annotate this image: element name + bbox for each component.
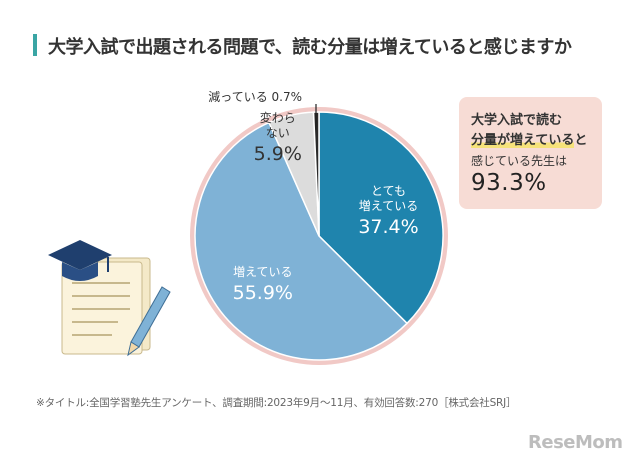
callout-value: 93.3% xyxy=(471,170,547,196)
resemom-logo: ReseMom xyxy=(528,432,623,453)
slice-4-label: 減っている 0.7% xyxy=(208,89,302,104)
pie-slice-2 xyxy=(194,121,409,361)
callout-line-3: 感じている先生は xyxy=(471,154,568,168)
slice-3-value: 5.9% xyxy=(254,143,302,165)
callout-line-2: 分量が増えていると xyxy=(471,129,587,148)
slice-2-label-line-1: 増えている xyxy=(233,265,292,279)
slice-1-value: 37.4% xyxy=(358,216,418,238)
slice-2-value: 55.9% xyxy=(233,282,293,304)
title-accent-bar xyxy=(33,34,37,56)
summary-callout: 大学入試で読む 分量が増えていると 感じている先生は 93.3% xyxy=(459,97,602,209)
page-title: 大学入試で出題される問題で、読む分量は増えていると感じますか xyxy=(48,37,572,58)
slice-1-label-line-1: とても xyxy=(371,184,406,198)
callout-line-2-rest: と xyxy=(574,133,588,148)
slice-1-label-line-2: 増えている xyxy=(359,199,418,213)
slice-3-label-line-2: ない xyxy=(266,126,290,140)
document-graduation-cap-illustration xyxy=(48,240,171,357)
callout-line-1: 大学入試で読む xyxy=(471,113,563,128)
slice-3-label-line-1: 変わら xyxy=(260,110,296,125)
pie-slices xyxy=(194,111,444,361)
footnote: ※タイトル:全国学習塾先生アンケート、調査期間:2023年9月〜11月、有効回答… xyxy=(36,397,517,409)
pie-slice-1 xyxy=(318,111,444,325)
callout-highlight: 分量が増えている xyxy=(471,133,575,148)
